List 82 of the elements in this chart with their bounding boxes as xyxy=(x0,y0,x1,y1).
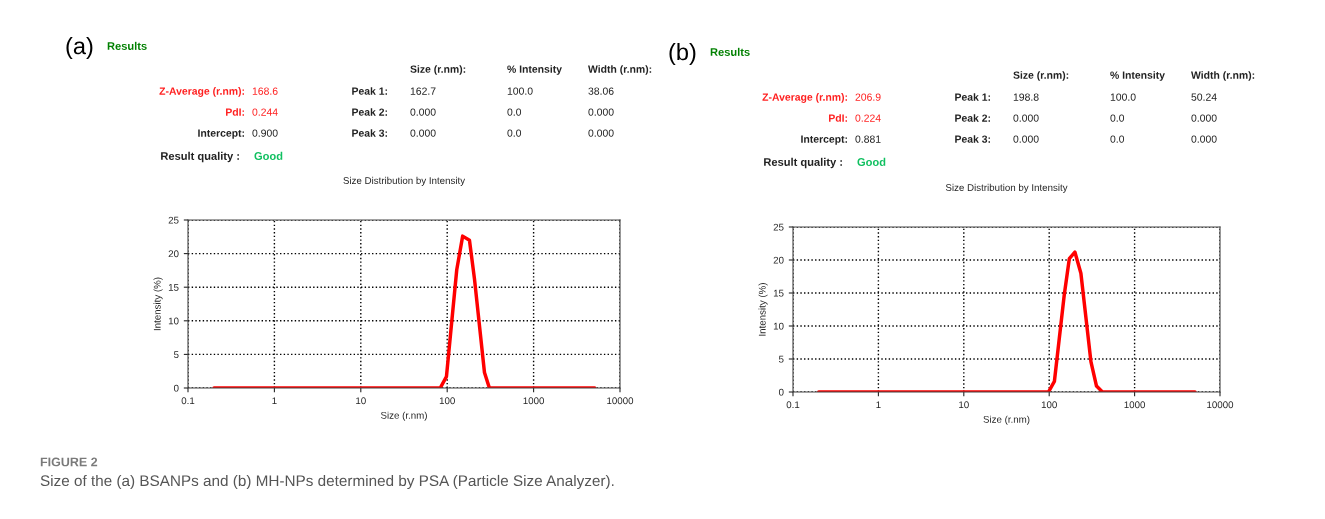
chart-title: Size Distribution by Intensity xyxy=(343,176,466,186)
x-tick-label: 1 xyxy=(272,397,277,405)
text: Intercept: xyxy=(198,129,244,139)
text: Intercept: xyxy=(801,135,847,145)
text: PdI: xyxy=(829,114,847,122)
text: 100.0 xyxy=(1110,93,1136,101)
text: 162.7 xyxy=(410,87,436,95)
y-tick-label: 25 xyxy=(168,216,179,224)
text: 0.0 xyxy=(507,129,522,137)
chart-title: Size Distribution by Intensity xyxy=(945,183,1068,193)
text: 198.8 xyxy=(1013,93,1039,101)
text: Z-Average (r.nm): xyxy=(159,87,244,97)
text: % Intensity xyxy=(1110,71,1165,81)
text: (a) xyxy=(66,37,93,59)
x-axis-title: Size (r.nm) xyxy=(380,411,427,421)
y-tick-label: 10 xyxy=(773,322,784,330)
text: Width (r.nm): xyxy=(1191,71,1255,81)
text: Z-Average (r.nm): xyxy=(762,93,847,103)
text: 168.6 xyxy=(252,87,278,95)
x-tick-label: 1000 xyxy=(1124,401,1146,409)
text: 0.0 xyxy=(1110,135,1125,143)
text: 0.000 xyxy=(588,129,614,137)
text: (b) xyxy=(669,43,696,65)
text: Result quality : xyxy=(764,157,842,169)
text: Peak 3: xyxy=(352,129,387,137)
y-tick-label: 0 xyxy=(778,388,784,396)
text: 0.000 xyxy=(588,108,614,116)
y-tick-label: 5 xyxy=(778,355,784,363)
text: Width (r.nm): xyxy=(588,65,652,75)
text: Peak 1: xyxy=(955,93,990,101)
text: 0.000 xyxy=(1191,135,1217,143)
text: 0.000 xyxy=(410,129,436,137)
text: Peak 2: xyxy=(955,114,990,122)
x-tick-label: 10 xyxy=(959,401,969,409)
y-tick-label: 20 xyxy=(168,250,179,258)
x-tick-label: 1 xyxy=(876,401,881,409)
text: 50.24 xyxy=(1191,93,1217,101)
text: Good xyxy=(857,157,886,166)
text: 0.000 xyxy=(410,108,436,116)
text: Peak 3: xyxy=(955,135,990,143)
text: 0.000 xyxy=(1013,114,1039,122)
text: Size (r.nm): xyxy=(410,65,466,75)
x-tick-label: 100 xyxy=(439,397,455,405)
x-tick-label: 10 xyxy=(356,397,366,405)
text: 0.881 xyxy=(855,135,881,143)
y-tick-label: 0 xyxy=(173,384,179,392)
x-tick-label: 10000 xyxy=(607,397,634,405)
y-tick-label: 20 xyxy=(773,256,784,264)
y-tick-label: 15 xyxy=(773,289,784,297)
text: Results xyxy=(710,47,750,56)
y-tick-label: 15 xyxy=(168,284,179,291)
text: 100.0 xyxy=(507,87,533,95)
y-axis-title: Intensity (%) xyxy=(153,277,163,331)
x-axis-title: Size (r.nm) xyxy=(983,415,1030,425)
x-tick-label: 0.1 xyxy=(786,401,800,409)
text: 0.244 xyxy=(252,108,278,116)
caption: FIGURE 2 xyxy=(40,457,98,467)
x-tick-label: 100 xyxy=(1041,401,1057,409)
text: % Intensity xyxy=(507,65,562,75)
x-tick-label: 1000 xyxy=(523,397,545,405)
text: 38.06 xyxy=(588,87,614,95)
text: Results xyxy=(107,41,147,50)
y-tick-label: 25 xyxy=(773,223,784,231)
text: 0.900 xyxy=(252,129,278,137)
y-tick-label: 10 xyxy=(168,317,179,325)
text: Peak 2: xyxy=(352,108,387,116)
text: 0.224 xyxy=(855,114,881,122)
text: 0.0 xyxy=(1110,114,1125,122)
text: 0.000 xyxy=(1191,114,1217,122)
x-tick-label: 10000 xyxy=(1207,401,1234,409)
text: Peak 1: xyxy=(352,87,387,95)
text: Result quality : xyxy=(161,151,239,163)
y-tick-label: 5 xyxy=(173,351,179,359)
x-tick-label: 0.1 xyxy=(181,397,195,405)
text: Good xyxy=(254,151,283,160)
text: 0.000 xyxy=(1013,135,1039,143)
text: Size (r.nm): xyxy=(1013,71,1069,81)
text: PdI: xyxy=(226,108,244,116)
text: Size of the (a) BSANPs and (b) MH-NPs determined by PSA (Particle Size Analyzer). xyxy=(40,474,614,490)
y-axis-title: Intensity (%) xyxy=(758,283,768,336)
text: 0.0 xyxy=(507,108,522,116)
text: 206.9 xyxy=(855,93,881,101)
